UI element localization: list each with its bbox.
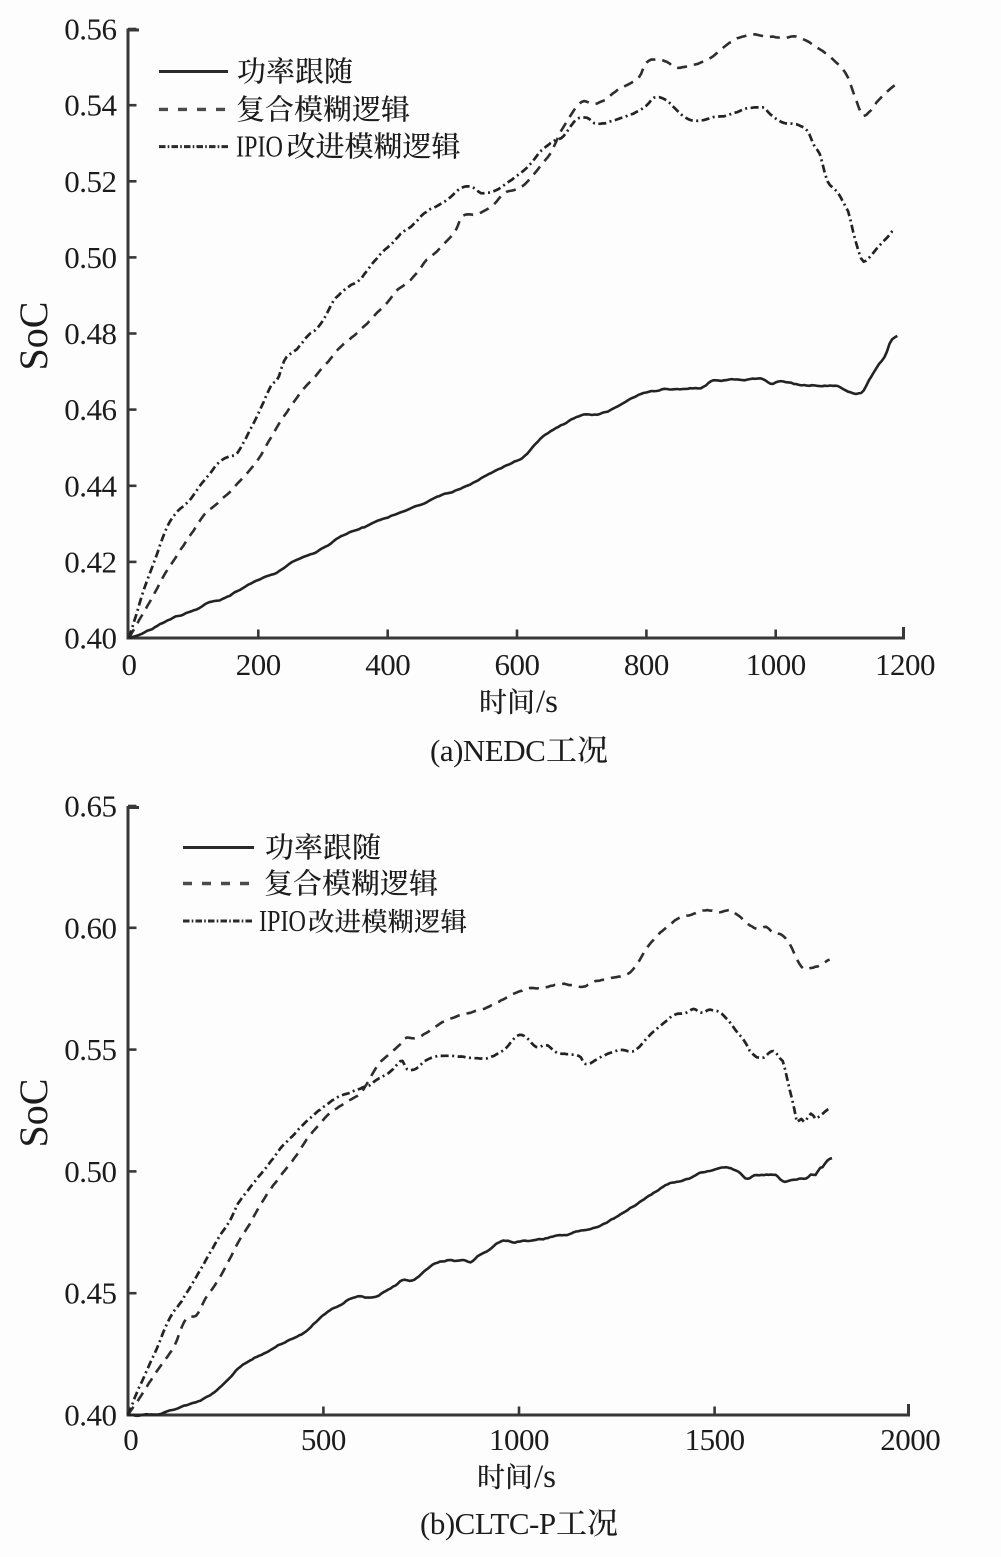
svg-text:0.50: 0.50 (64, 240, 116, 275)
svg-text:(b)CLTC-P: (b)CLTC-P (420, 1506, 556, 1541)
svg-text:0.40: 0.40 (64, 1398, 116, 1433)
svg-text:200: 200 (236, 647, 281, 682)
svg-text:1000: 1000 (746, 647, 806, 682)
svg-text:800: 800 (624, 647, 669, 682)
svg-text:1500: 1500 (685, 1422, 745, 1457)
svg-text:0.45: 0.45 (64, 1276, 116, 1311)
svg-text:0.40: 0.40 (64, 621, 116, 656)
svg-text:0.44: 0.44 (64, 468, 117, 503)
svg-text:1200: 1200 (875, 647, 935, 682)
svg-text:1000: 1000 (489, 1422, 549, 1457)
svg-text:0: 0 (123, 1422, 138, 1457)
svg-text:/s: /s (536, 684, 558, 720)
svg-text:/s: /s (534, 1459, 556, 1495)
svg-text:0.56: 0.56 (64, 12, 116, 47)
svg-text:0.46: 0.46 (64, 392, 116, 427)
svg-text:(a)NEDC: (a)NEDC (430, 733, 545, 768)
svg-text:0.55: 0.55 (64, 1032, 116, 1067)
svg-text:0: 0 (122, 647, 137, 682)
svg-text:500: 500 (301, 1422, 346, 1457)
svg-text:400: 400 (365, 647, 410, 682)
svg-text:600: 600 (495, 647, 540, 682)
svg-text:0.60: 0.60 (64, 910, 116, 945)
svg-text:SoC: SoC (11, 1079, 56, 1148)
svg-text:SoC: SoC (11, 302, 56, 371)
svg-text:0.42: 0.42 (64, 544, 116, 579)
svg-text:2000: 2000 (880, 1422, 940, 1457)
svg-text:0.65: 0.65 (64, 789, 116, 824)
svg-text:0.48: 0.48 (64, 316, 116, 351)
svg-text:IPIO: IPIO (236, 129, 283, 164)
svg-text:0.50: 0.50 (64, 1154, 116, 1189)
svg-text:0.52: 0.52 (64, 164, 116, 199)
svg-text:0.54: 0.54 (64, 88, 117, 123)
svg-text:IPIO: IPIO (259, 903, 306, 938)
